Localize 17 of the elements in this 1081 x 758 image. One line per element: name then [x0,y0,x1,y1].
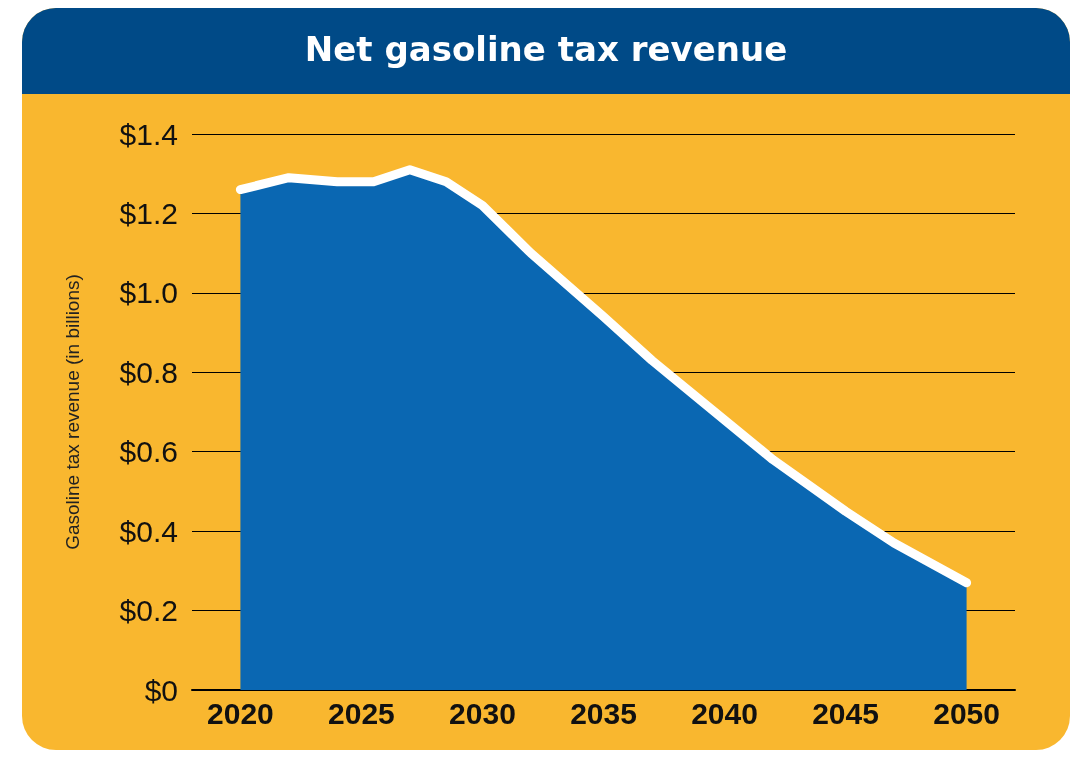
x-tick-label: 2040 [691,696,758,730]
y-tick-label: $0 [144,673,178,707]
x-tick-label: 2025 [328,696,395,730]
x-tick-label: 2020 [207,696,274,730]
x-tick-label: 2030 [449,696,516,730]
chart-title: Net gasoline tax revenue [22,8,1070,94]
y-axis-title: Gasoline tax revenue (in billions) [62,274,83,550]
y-tick-label: $1.0 [119,276,178,310]
y-tick-label: $0.4 [119,514,178,548]
y-tick-label: $1.4 [119,117,178,151]
x-tick-label: 2045 [812,696,879,730]
y-tick-label: $0.6 [119,435,178,469]
y-tick-label: $0.8 [119,355,178,389]
y-tick-label: $0.2 [119,594,178,628]
x-tick-label: 2050 [933,696,1000,730]
x-tick-label: 2035 [570,696,637,730]
y-tick-label: $1.2 [119,196,178,230]
